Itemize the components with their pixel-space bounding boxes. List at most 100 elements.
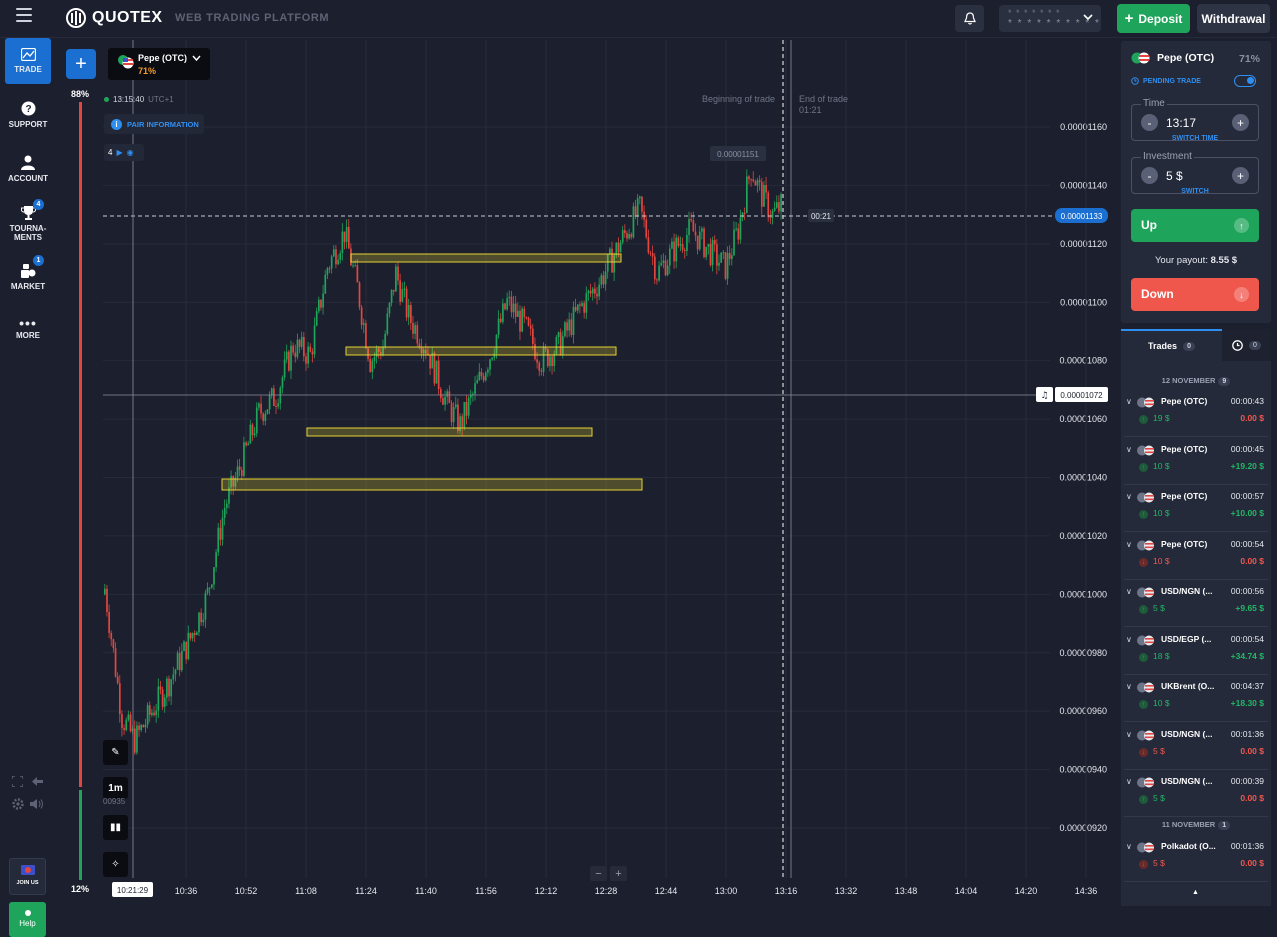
zoom-in-button[interactable]: + xyxy=(610,866,627,881)
time-value[interactable]: 13:17 xyxy=(1166,116,1197,130)
trade-row[interactable]: ∨ Polkadot (O... 00:01:36 ↓ 5 $ 0.00 $ xyxy=(1124,836,1268,882)
candle xyxy=(677,237,680,246)
arrow-up-icon: ↑ xyxy=(1139,653,1148,662)
chevron-down-icon[interactable]: ∨ xyxy=(1126,397,1132,406)
price-tick-label: 0.00001120 xyxy=(1060,239,1107,249)
nav-trade[interactable]: TRADE xyxy=(5,38,51,84)
chevron-down-icon[interactable]: ∨ xyxy=(1126,682,1132,691)
price-alert-button[interactable] xyxy=(1036,387,1053,402)
candle xyxy=(390,289,393,303)
nav-support[interactable]: ? SUPPORT xyxy=(5,92,51,138)
candle xyxy=(221,517,224,540)
asset-payout-pct: 71% xyxy=(138,66,157,76)
back-icon[interactable] xyxy=(32,776,43,787)
menu-icon[interactable] xyxy=(16,8,32,22)
bell-icon[interactable]: ♫ xyxy=(1040,391,1048,401)
trade-row[interactable]: ∨ Pepe (OTC) 00:00:54 ↓ 10 $ 0.00 $ xyxy=(1124,534,1268,580)
chevron-down-icon[interactable]: ∨ xyxy=(1126,540,1132,549)
candle xyxy=(213,567,215,585)
candle xyxy=(594,288,596,294)
time-minus-button[interactable]: - xyxy=(1141,114,1158,131)
investment-plus-button[interactable]: + xyxy=(1232,167,1249,184)
notifications-button[interactable] xyxy=(955,5,984,32)
down-button[interactable]: Down ↓ xyxy=(1131,278,1259,311)
add-chart-button[interactable]: + xyxy=(66,49,96,79)
account-selector[interactable]: * * * * * * * * * * * * * * * * * xyxy=(999,5,1101,32)
market-icon xyxy=(20,263,35,278)
indicator-tool-button[interactable]: ✧ xyxy=(103,852,128,877)
chevron-down-icon[interactable]: ∨ xyxy=(1126,445,1132,454)
trade-row[interactable]: ∨ USD/NGN (... 00:00:39 ↑ 5 $ 0.00 $ xyxy=(1124,771,1268,817)
asset-selector[interactable]: Pepe (OTC) 71% xyxy=(108,48,210,80)
candle xyxy=(551,356,553,367)
trade-result: +18.30 $ xyxy=(1230,698,1264,708)
candle xyxy=(487,369,489,373)
candle xyxy=(778,202,780,212)
candle xyxy=(681,244,684,250)
investment-value[interactable]: 5 $ xyxy=(1166,169,1183,183)
countdown-tag xyxy=(808,209,834,222)
candle xyxy=(688,219,690,235)
help-button[interactable]: Help xyxy=(9,902,46,937)
beginning-of-trade-label: Beginning of trade xyxy=(702,94,775,104)
price-tick-label: 0.00001160 xyxy=(1060,122,1107,132)
candle xyxy=(758,180,761,183)
trade-row[interactable]: ∨ USD/EGP (... 00:00:54 ↑ 18 $ +34.74 $ xyxy=(1124,629,1268,675)
tab-history[interactable]: 0 xyxy=(1222,329,1271,361)
candle xyxy=(240,470,243,476)
trade-row[interactable]: ∨ Pepe (OTC) 00:00:45 ↑ 10 $ +19.20 $ xyxy=(1124,439,1268,485)
chevron-down-icon[interactable]: ∨ xyxy=(1126,730,1132,739)
sound-icon[interactable] xyxy=(30,798,44,810)
nav-market[interactable]: MARKET 1 xyxy=(10,255,46,291)
price-chart[interactable]: 0.00001160 0.00001140 0.00001120 0.00001100… xyxy=(100,38,1118,906)
trade-row[interactable]: ∨ USD/NGN (... 00:01:36 ↓ 5 $ 0.00 $ xyxy=(1124,724,1268,770)
nav-account[interactable]: ACCOUNT xyxy=(5,146,51,192)
switch-link[interactable]: SWITCH xyxy=(1181,188,1209,195)
chart-type-button[interactable]: ▮▮ xyxy=(103,815,128,840)
trade-amount: 5 $ xyxy=(1153,793,1165,803)
drawing-tool-button[interactable]: ✎ xyxy=(103,740,128,765)
candle xyxy=(392,289,395,292)
investment-minus-button[interactable]: - xyxy=(1141,167,1158,184)
zoom-out-button[interactable]: − xyxy=(590,866,607,881)
chevron-down-icon[interactable]: ∨ xyxy=(1126,492,1132,501)
chevron-down-icon[interactable]: ∨ xyxy=(1126,635,1132,644)
indicators-button[interactable]: 4 ▶ ◉ xyxy=(104,144,144,161)
pair-information-button[interactable]: i PAIR INFORMATION xyxy=(104,114,204,134)
chevron-down-icon[interactable]: ∨ xyxy=(1126,777,1132,786)
deposit-button[interactable]: + Deposit xyxy=(1117,4,1190,33)
fullscreen-icon[interactable] xyxy=(12,776,23,787)
trade-amount: 5 $ xyxy=(1153,746,1165,756)
settings-icon[interactable] xyxy=(12,798,24,810)
trade-row[interactable]: ∨ Pepe (OTC) 00:00:57 ↑ 10 $ +10.00 $ xyxy=(1124,486,1268,532)
time-plus-button[interactable]: + xyxy=(1232,114,1249,131)
level-zone[interactable] xyxy=(306,427,593,437)
trades-count: 0 xyxy=(1183,341,1195,351)
investment-field[interactable]: Investment - 5 $ + SWITCH xyxy=(1131,151,1259,195)
scroll-up-icon[interactable]: ▲ xyxy=(1192,889,1199,896)
trade-row[interactable]: ∨ UKBrent (O... 00:04:37 ↑ 10 $ +18.30 $ xyxy=(1124,676,1268,722)
logo[interactable]: QUOTEX xyxy=(66,8,163,28)
candle xyxy=(589,290,592,294)
trade-result: 0.00 $ xyxy=(1240,556,1264,566)
level-zone[interactable] xyxy=(221,478,643,491)
up-button[interactable]: Up ↑ xyxy=(1131,209,1259,242)
pending-trade-toggle[interactable] xyxy=(1234,75,1256,87)
trade-row[interactable]: ∨ USD/NGN (... 00:00:56 ↑ 5 $ +9.65 $ xyxy=(1124,581,1268,627)
timeframe-button[interactable]: 1m xyxy=(103,777,128,799)
withdrawal-button[interactable]: Withdrawal xyxy=(1197,4,1270,33)
level-zone[interactable] xyxy=(350,253,622,263)
candle xyxy=(380,351,382,356)
nav-more[interactable]: ••• MORE xyxy=(16,314,40,340)
candle xyxy=(236,466,239,478)
chevron-down-icon[interactable]: ∨ xyxy=(1126,842,1132,851)
switch-time-link[interactable]: SWITCH TIME xyxy=(1171,135,1219,142)
time-field[interactable]: Time - 13:17 + SWITCH TIME xyxy=(1131,98,1259,142)
trade-row[interactable]: ∨ Pepe (OTC) 00:00:43 ↑ 19 $ 0.00 $ xyxy=(1124,391,1268,437)
tab-trades[interactable]: Trades 0 xyxy=(1121,329,1222,361)
join-us-button[interactable]: JOIN US xyxy=(9,858,46,895)
candle xyxy=(467,397,470,416)
chevron-down-icon[interactable]: ∨ xyxy=(1126,587,1132,596)
nav-tournaments[interactable]: TOURNA-MENTS 4 xyxy=(9,199,47,242)
level-zone[interactable] xyxy=(345,346,617,356)
